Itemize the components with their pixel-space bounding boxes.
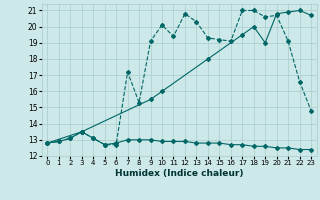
X-axis label: Humidex (Indice chaleur): Humidex (Indice chaleur) (115, 169, 244, 178)
